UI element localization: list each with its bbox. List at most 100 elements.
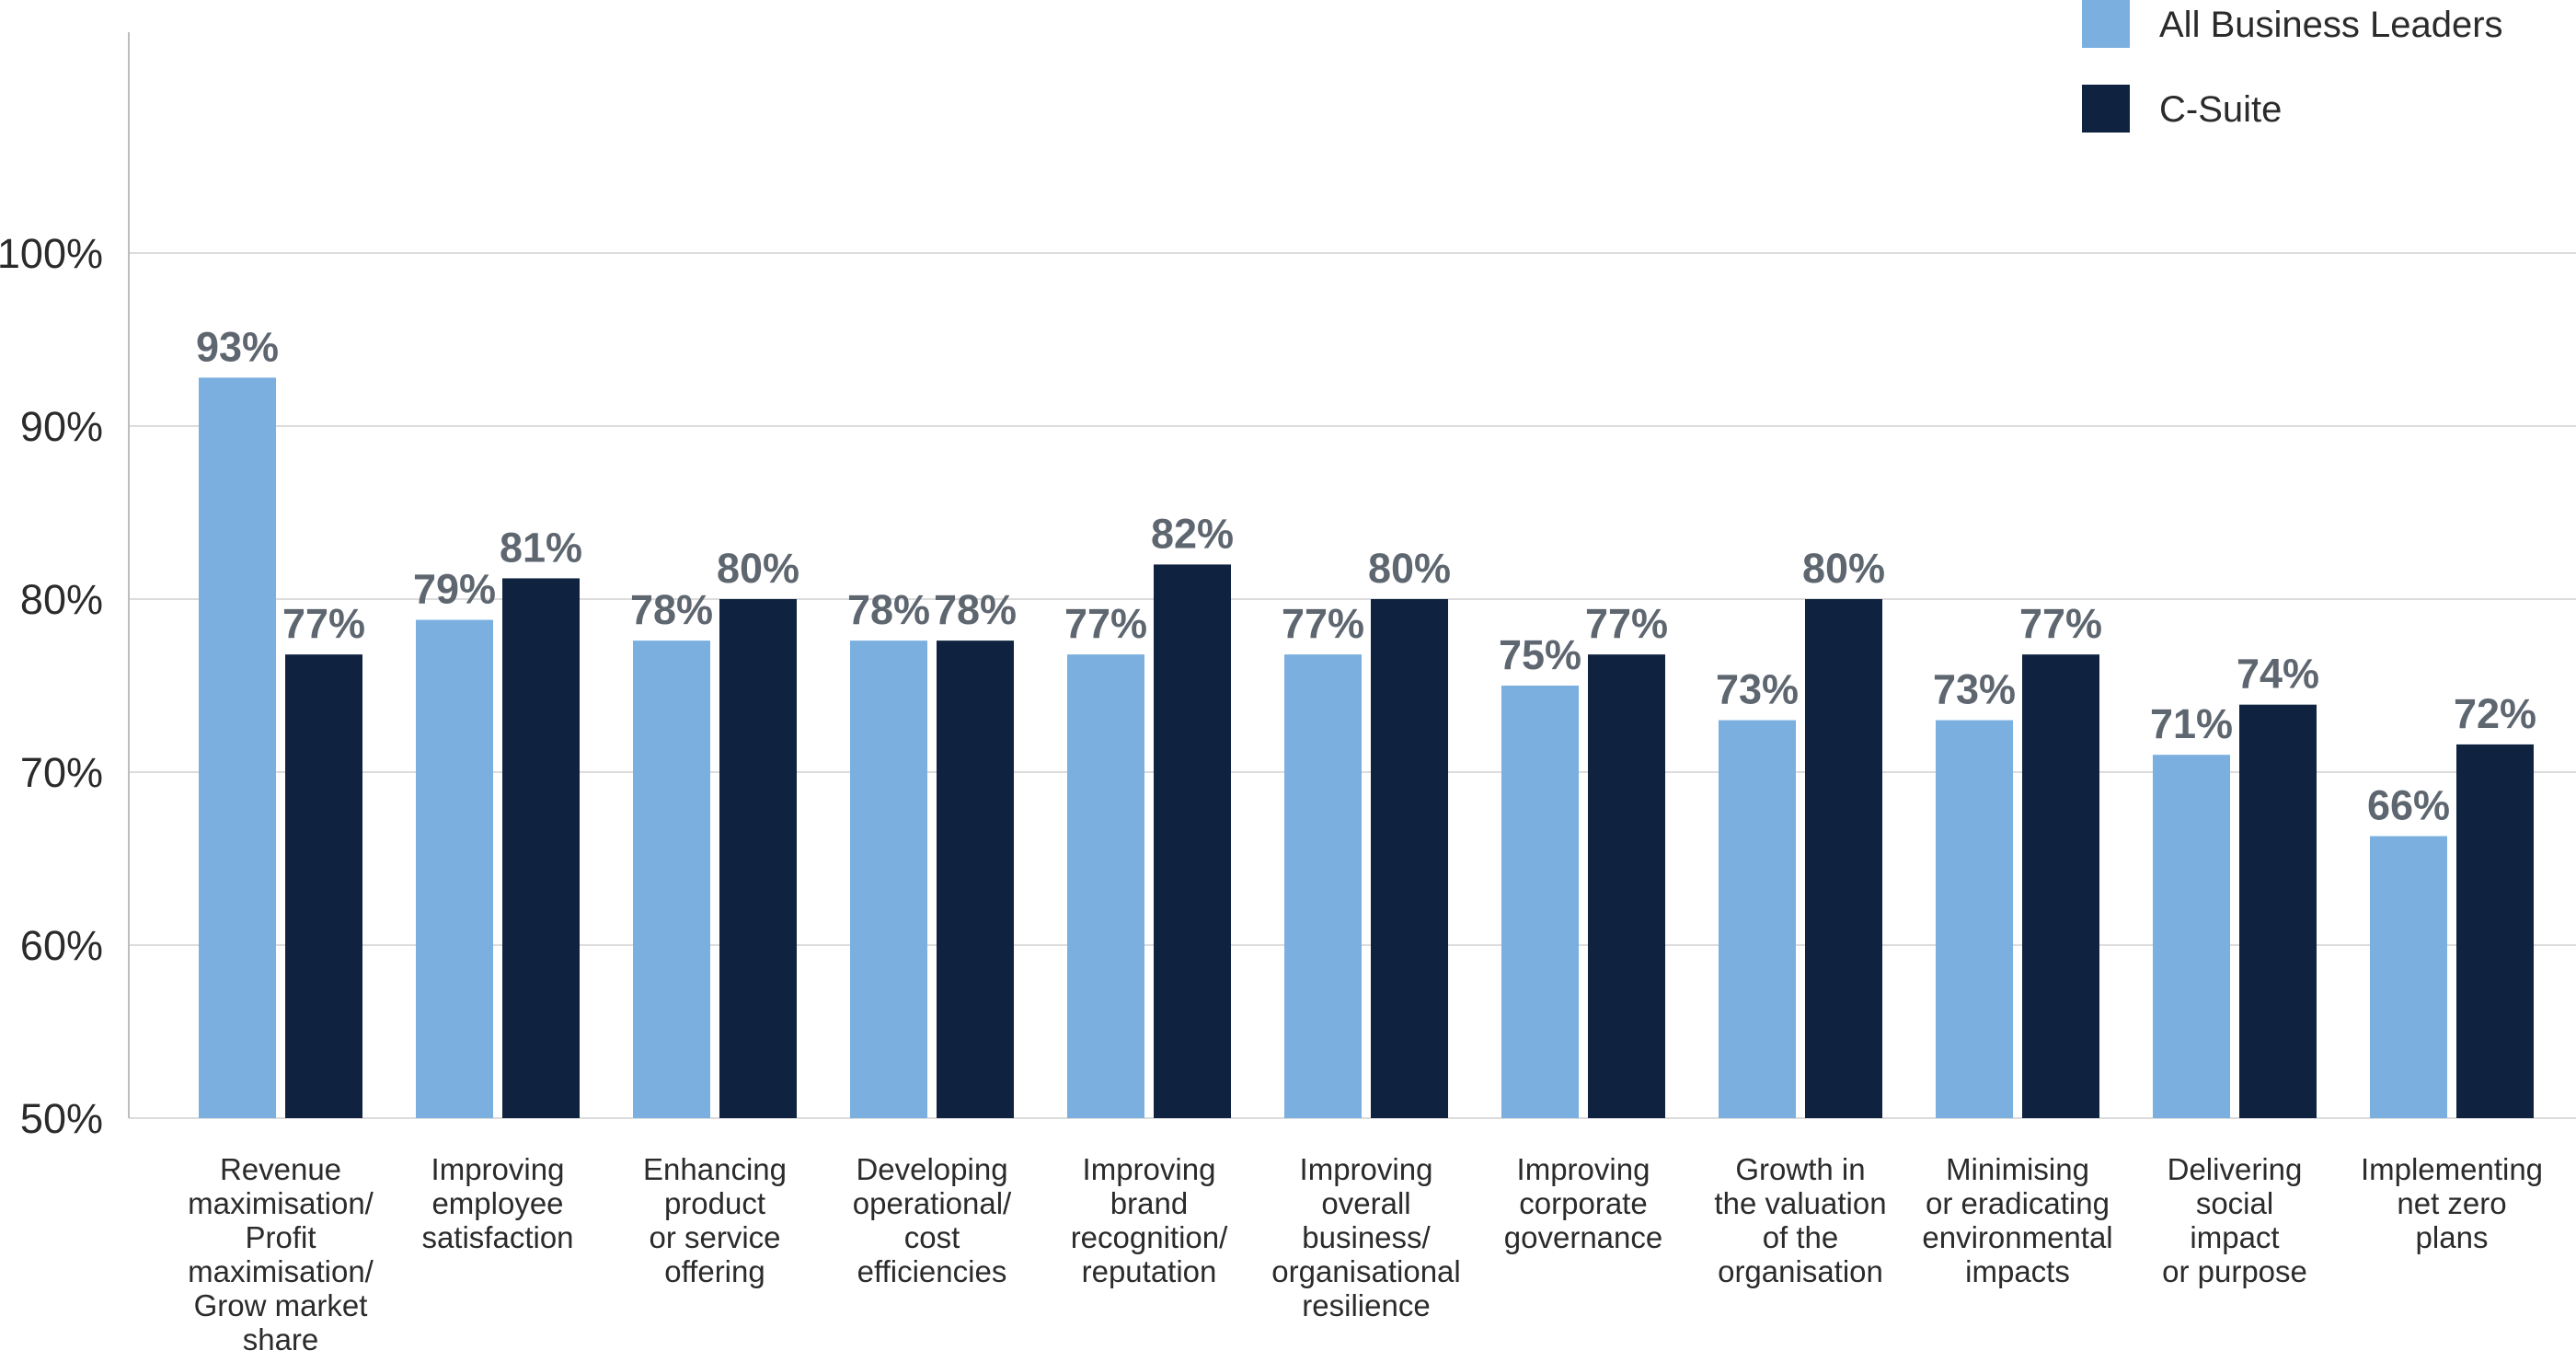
category-label-line: net zero: [2397, 1186, 2506, 1220]
bar-c-suite: [2456, 744, 2534, 1118]
bar-all-business-leaders: [633, 641, 710, 1118]
category-label-line: Delivering: [2168, 1152, 2303, 1186]
bar-all-business-leaders: [2153, 755, 2230, 1118]
bar-c-suite: [1805, 599, 1882, 1118]
y-tick-label: 70%: [20, 749, 103, 796]
bar-c-suite: [1154, 564, 1231, 1118]
category-label-line: reputation: [1082, 1254, 1217, 1288]
data-labels: 93%77%79%81%78%80%78% 78% 77%82%77%80%75%7…: [196, 323, 2536, 828]
bars: [199, 377, 2534, 1118]
category-label-line: or purpose: [2162, 1254, 2307, 1288]
category-label: Revenue maximisation/Profit maximisation/G…: [188, 1152, 374, 1356]
category-label-line: plans: [2416, 1220, 2489, 1254]
y-tick-label: 60%: [20, 922, 103, 969]
category-label-line: operational/: [853, 1186, 1012, 1220]
category-label: Improving brand recognition/reputation: [1071, 1152, 1228, 1288]
bar-all-business-leaders: [1067, 654, 1144, 1118]
category-label-line: of the: [1763, 1220, 1839, 1254]
category-label-line: satisfaction: [421, 1220, 573, 1254]
data-label: 93%: [196, 323, 279, 370]
category-label-line: the valuation: [1714, 1186, 1886, 1220]
category-label: Implementing net zero plans: [2361, 1152, 2543, 1254]
category-label-line: Grow market: [194, 1288, 368, 1322]
category-label-line: or eradicating: [1926, 1186, 2110, 1220]
category-label-line: environmental: [1922, 1220, 2112, 1254]
data-label: 77%: [2019, 600, 2102, 647]
category-label-line: product: [664, 1186, 765, 1220]
category-label-line: brand: [1110, 1186, 1188, 1220]
category-label-line: business/: [1302, 1220, 1431, 1254]
bar-all-business-leaders: [416, 619, 493, 1118]
data-label: 78%: [847, 586, 930, 633]
category-label-line: Improving: [1517, 1152, 1650, 1186]
category-label-line: overall: [1321, 1186, 1410, 1220]
data-label: 78%: [934, 586, 1017, 633]
data-label: 80%: [1802, 545, 1885, 592]
category-label: Minimising or eradicating environmental imp…: [1922, 1152, 2112, 1288]
category-label: Improving employee satisfaction: [421, 1152, 573, 1254]
category-label: Growth in the valuation of the organisation: [1714, 1152, 1886, 1288]
data-label: 80%: [1368, 545, 1451, 592]
data-label: 78%: [630, 586, 713, 633]
category-label-line: cost: [904, 1220, 960, 1254]
data-label: 75%: [1499, 631, 1581, 678]
category-label-line: organisation: [1718, 1254, 1883, 1288]
category-label-line: organisational: [1271, 1254, 1460, 1288]
bar-all-business-leaders: [1284, 654, 1362, 1118]
y-tick-label: 100%: [0, 230, 103, 277]
category-label-line: efficiencies: [857, 1254, 1007, 1288]
category-label-line: maximisation/: [188, 1186, 374, 1220]
data-label: 66%: [2367, 782, 2450, 829]
bar-all-business-leaders: [1719, 720, 1796, 1118]
category-label-line: employee: [431, 1186, 563, 1220]
category-label: Enhancing product or service offering: [643, 1152, 787, 1288]
bar-c-suite: [2022, 654, 2099, 1118]
category-label-line: offering: [664, 1254, 765, 1288]
data-label: 73%: [1716, 666, 1799, 713]
category-label-line: Revenue: [220, 1152, 341, 1186]
bar-c-suite: [2239, 704, 2317, 1118]
category-label-line: Improving: [1300, 1152, 1433, 1186]
category-label-line: recognition/: [1071, 1220, 1228, 1254]
category-label: Delivering social impact or purpose: [2162, 1152, 2307, 1288]
data-label: 77%: [1064, 600, 1147, 647]
category-label: Improving corporate governance: [1504, 1152, 1662, 1254]
category-label-line: social: [2196, 1186, 2273, 1220]
data-label: 77%: [282, 600, 365, 647]
legend-swatch: [2082, 85, 2130, 133]
category-label-line: resilience: [1302, 1288, 1430, 1322]
category-label-line: governance: [1504, 1220, 1662, 1254]
category-label: Developing operational/cost efficiencies: [853, 1152, 1012, 1288]
category-label-line: Minimising: [1946, 1152, 2089, 1186]
category-label-line: impact: [2190, 1220, 2279, 1254]
x-axis-labels: Revenue maximisation/Profit maximisation/G…: [188, 1152, 2543, 1356]
category-label-line: Developing: [856, 1152, 1007, 1186]
data-label: 77%: [1585, 600, 1668, 647]
data-label: 74%: [2237, 651, 2319, 698]
bar-c-suite: [285, 654, 362, 1118]
category-label-line: Growth in: [1735, 1152, 1865, 1186]
bar-all-business-leaders: [1936, 720, 2013, 1118]
bar-all-business-leaders: [850, 641, 927, 1118]
category-label-line: impacts: [1965, 1254, 2070, 1288]
bar-all-business-leaders: [1501, 686, 1579, 1118]
category-label-line: Profit: [245, 1220, 316, 1254]
category-label-line: share: [243, 1322, 319, 1356]
category-label-line: corporate: [1519, 1186, 1647, 1220]
y-tick-label: 50%: [20, 1095, 103, 1142]
bar-c-suite: [1371, 599, 1448, 1118]
legend-label: All Business Leaders: [2159, 5, 2503, 45]
legend-label: C-Suite: [2159, 89, 2282, 130]
bar-c-suite: [719, 599, 797, 1118]
y-tick-label: 80%: [20, 576, 103, 623]
category-label: Improving overall business/organisational r…: [1271, 1152, 1460, 1322]
bar-all-business-leaders: [2370, 836, 2447, 1118]
bar-all-business-leaders: [199, 377, 276, 1118]
data-label: 77%: [1282, 600, 1364, 647]
category-label-line: Improving: [431, 1152, 565, 1186]
category-label-line: or service: [649, 1220, 780, 1254]
y-axis: 50% 60% 70% 80% 90% 100%: [0, 32, 130, 1142]
y-tick-label: 90%: [20, 403, 103, 450]
legend-swatch: [2082, 0, 2130, 48]
